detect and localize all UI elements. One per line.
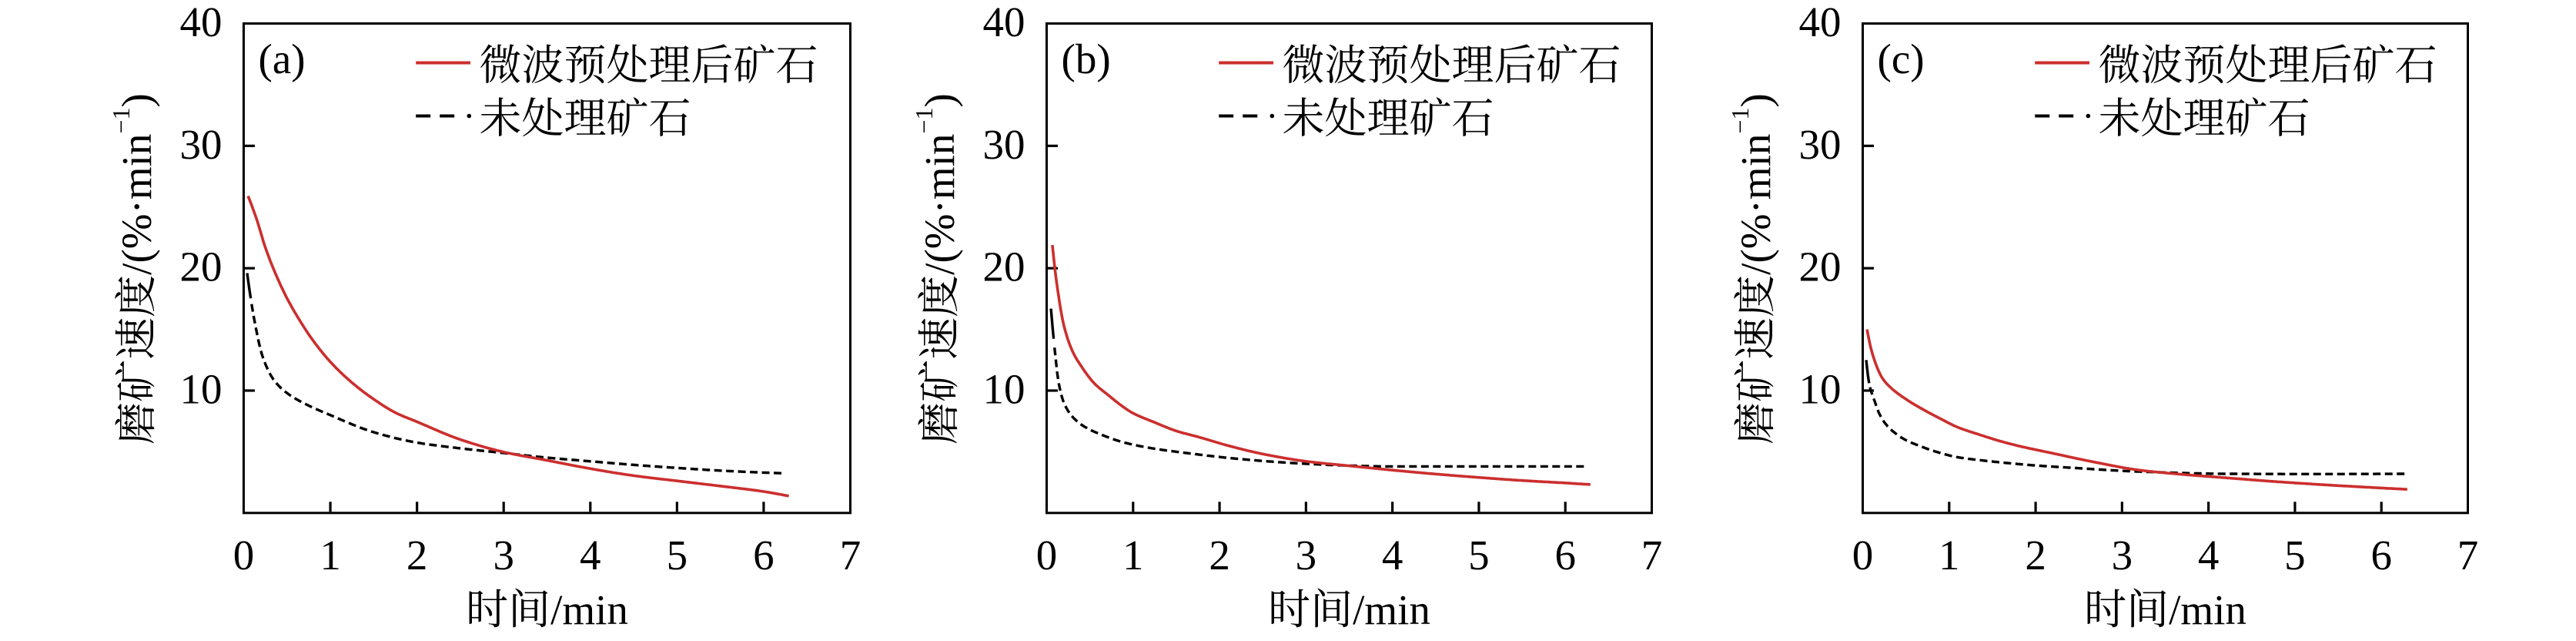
- svg-text:−1: −1: [1726, 107, 1754, 133]
- svg-text:(b): (b): [1062, 35, 1111, 82]
- svg-text:/(%·min: /(%·min: [916, 134, 963, 275]
- svg-text:30: 30: [1799, 121, 1842, 168]
- svg-text:(c): (c): [1878, 35, 1925, 82]
- svg-text:/min: /min: [550, 586, 628, 633]
- svg-text:5: 5: [2284, 532, 2306, 579]
- svg-text:20: 20: [1799, 243, 1842, 290]
- svg-text:4: 4: [2198, 532, 2220, 579]
- svg-text:30: 30: [983, 121, 1025, 168]
- svg-text:6: 6: [2370, 532, 2392, 579]
- svg-text:): ): [113, 93, 160, 107]
- svg-text:/min: /min: [1353, 586, 1430, 633]
- svg-text:40: 40: [180, 0, 222, 45]
- svg-text:0: 0: [1852, 532, 1874, 579]
- svg-text:4: 4: [1382, 532, 1403, 579]
- svg-text:5: 5: [1468, 532, 1490, 579]
- svg-text:−1: −1: [910, 107, 938, 133]
- svg-text:10: 10: [180, 365, 222, 412]
- svg-text:0: 0: [1036, 532, 1058, 579]
- svg-text:/(%·min: /(%·min: [113, 134, 160, 275]
- svg-text:7: 7: [840, 532, 861, 579]
- svg-text:6: 6: [753, 532, 774, 579]
- svg-text:3: 3: [1296, 532, 1317, 579]
- svg-text:6: 6: [1554, 532, 1576, 579]
- svg-text:10: 10: [983, 365, 1025, 412]
- svg-text:10: 10: [1799, 365, 1842, 412]
- svg-text:(a): (a): [259, 35, 306, 82]
- svg-text:3: 3: [2112, 532, 2133, 579]
- svg-text:7: 7: [1641, 532, 1663, 579]
- svg-text:2: 2: [406, 532, 428, 579]
- svg-text:1: 1: [1122, 532, 1144, 579]
- svg-text:3: 3: [493, 532, 514, 579]
- svg-text:−1: −1: [107, 107, 135, 133]
- svg-text:): ): [916, 93, 963, 107]
- svg-text:1: 1: [319, 532, 341, 579]
- svg-text:20: 20: [983, 243, 1025, 290]
- svg-text:2: 2: [2025, 532, 2046, 579]
- svg-text:5: 5: [667, 532, 688, 579]
- svg-text:): ): [1732, 93, 1779, 107]
- svg-text:/(%·min: /(%·min: [1732, 134, 1779, 275]
- svg-text:20: 20: [180, 243, 222, 290]
- svg-text:2: 2: [1209, 532, 1230, 579]
- svg-text:/min: /min: [2169, 586, 2246, 633]
- svg-text:1: 1: [1939, 532, 1960, 579]
- svg-text:30: 30: [180, 121, 222, 168]
- svg-text:40: 40: [1799, 0, 1842, 45]
- svg-text:4: 4: [580, 532, 601, 579]
- svg-text:7: 7: [2457, 532, 2479, 579]
- svg-text:40: 40: [983, 0, 1025, 45]
- svg-text:0: 0: [233, 532, 255, 579]
